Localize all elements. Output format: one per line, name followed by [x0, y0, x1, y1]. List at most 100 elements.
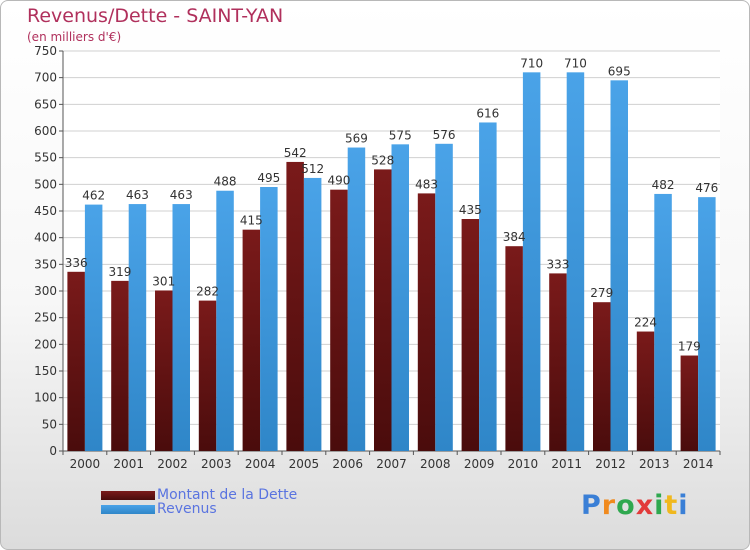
data-label-dette: 528	[371, 153, 394, 167]
data-label-dette: 483	[415, 177, 438, 191]
data-label-revenus: 695	[608, 64, 631, 78]
bar-revenus	[698, 197, 716, 451]
data-label-revenus: 463	[126, 188, 149, 202]
bar-revenus	[260, 187, 278, 451]
legend-label-revenus: Revenus	[157, 501, 217, 517]
data-label-revenus: 482	[652, 178, 675, 192]
x-tick-label: 2001	[113, 457, 144, 471]
data-label-dette: 333	[546, 257, 569, 271]
bar-revenus	[84, 204, 103, 451]
data-label-revenus: 569	[345, 132, 368, 146]
bar-dette	[330, 189, 348, 451]
y-tick-label: 550	[34, 151, 57, 165]
x-tick-label: 2005	[289, 457, 320, 471]
y-tick-label: 50	[42, 417, 57, 431]
x-tick-label: 2009	[464, 457, 495, 471]
y-tick-label: 700	[34, 71, 57, 85]
data-label-revenus: 576	[433, 128, 456, 142]
bar-dette	[680, 355, 699, 451]
bar-dette	[286, 161, 304, 451]
bar-dette	[417, 193, 436, 451]
data-label-dette: 282	[196, 285, 219, 299]
bar-dette	[461, 219, 480, 451]
y-tick-label: 250	[34, 311, 57, 325]
logo-letter: r	[601, 490, 617, 521]
data-label-revenus: 463	[170, 188, 193, 202]
data-label-dette: 319	[108, 265, 131, 279]
logo-letter: t	[664, 490, 679, 521]
data-label-dette: 490	[327, 174, 350, 188]
bar-dette	[111, 280, 129, 451]
y-tick-label: 750	[34, 44, 57, 58]
legend-item-revenus: Revenus	[101, 501, 217, 517]
data-label-revenus: 476	[695, 181, 718, 195]
x-tick-label: 2013	[639, 457, 670, 471]
legend-label-dette: Montant de la Dette	[157, 487, 298, 503]
legend-swatch-revenus	[101, 504, 155, 514]
bar-revenus	[566, 72, 585, 451]
data-label-dette: 415	[240, 214, 263, 228]
logo-letter: i	[678, 490, 689, 521]
data-label-revenus: 575	[389, 128, 412, 142]
bar-dette	[636, 331, 655, 451]
bar-revenus	[391, 144, 409, 452]
data-label-dette: 336	[65, 256, 88, 270]
x-tick-label: 2011	[551, 457, 582, 471]
data-label-dette: 384	[503, 230, 526, 244]
bar-dette	[198, 300, 217, 451]
legend-swatch-dette	[101, 490, 155, 500]
bar-revenus	[128, 204, 147, 451]
data-label-dette: 224	[634, 316, 657, 330]
x-tick-label: 2000	[70, 457, 101, 471]
data-label-dette: 279	[590, 286, 613, 300]
bar-revenus	[347, 147, 366, 452]
data-label-revenus: 710	[564, 56, 587, 70]
bar-revenus	[216, 190, 234, 451]
x-tick-label: 2008	[420, 457, 451, 471]
bar-dette	[67, 271, 85, 451]
x-tick-label: 2012	[595, 457, 626, 471]
bar-revenus	[435, 143, 453, 452]
bar-revenus	[654, 193, 672, 451]
y-tick-label: 650	[34, 97, 57, 111]
y-tick-label: 100	[34, 391, 57, 405]
y-tick-label: 300	[34, 284, 57, 298]
data-label-revenus: 512	[301, 162, 324, 176]
x-tick-label: 2002	[157, 457, 188, 471]
data-label-revenus: 488	[214, 175, 237, 189]
bar-dette	[505, 246, 523, 451]
logo-letter: P	[581, 490, 602, 521]
legend-item-dette: Montant de la Dette	[101, 487, 297, 503]
chart-subtitle: (en milliers d'€)	[27, 30, 122, 44]
proxiti-logo: Proxiti	[581, 490, 689, 521]
x-tick-label: 2006	[332, 457, 363, 471]
y-tick-label: 450	[34, 204, 57, 218]
y-tick-label: 600	[34, 124, 57, 138]
bar-dette	[242, 229, 261, 451]
logo-letter: i	[654, 490, 665, 521]
data-label-dette: 435	[459, 203, 482, 217]
bar-revenus	[172, 204, 190, 451]
bar-revenus	[303, 177, 322, 451]
x-tick-label: 2014	[683, 457, 714, 471]
x-tick-label: 2010	[508, 457, 539, 471]
bar-dette	[593, 302, 611, 451]
y-tick-label: 400	[34, 231, 57, 245]
data-label-revenus: 616	[476, 106, 499, 120]
bar-revenus	[610, 80, 628, 451]
bar-revenus	[522, 72, 541, 451]
x-tick-label: 2007	[376, 457, 407, 471]
logo-letter: x	[635, 490, 655, 521]
bar-dette	[374, 169, 392, 451]
bar-dette	[155, 290, 173, 451]
y-tick-label: 150	[34, 364, 57, 378]
x-tick-label: 2003	[201, 457, 232, 471]
data-label-dette: 179	[678, 340, 701, 354]
y-tick-label: 500	[34, 177, 57, 191]
y-tick-label: 200	[34, 337, 57, 351]
y-tick-label: 0	[49, 444, 57, 458]
chart-title: Revenus/Dette - SAINT-YAN	[27, 5, 284, 27]
bar-revenus	[479, 122, 497, 451]
